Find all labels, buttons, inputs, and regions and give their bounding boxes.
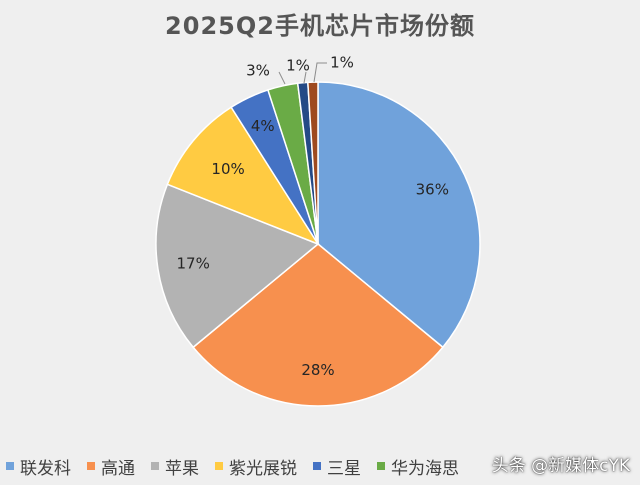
legend-swatch	[313, 462, 321, 470]
pie-slice-8	[307, 81, 319, 245]
leader-line-6	[278, 71, 286, 85]
pie-slice-4	[166, 106, 320, 246]
legend-swatch	[6, 462, 14, 470]
pie-slice-3	[155, 183, 320, 349]
legend-item-3: 苹果	[151, 454, 199, 479]
leader-line-7	[303, 71, 307, 84]
slice-label-8: 1%	[330, 54, 354, 72]
slice-label-2: 28%	[301, 361, 334, 379]
legend-item-5: 三星	[313, 454, 361, 479]
legend-item-1: 联发科	[6, 454, 71, 479]
slice-label-4: 10%	[211, 160, 244, 178]
pie-slices	[155, 81, 481, 407]
legend-label: 华为海思	[391, 458, 459, 479]
watermark: 头条 @新媒体cYK	[485, 452, 630, 480]
legend-swatch	[215, 462, 223, 470]
slice-label-1: 36%	[416, 181, 449, 199]
slice-label-6: 3%	[246, 62, 270, 80]
pie-slice-2	[192, 243, 444, 407]
slice-label-5: 4%	[251, 117, 275, 135]
chart-title: 2025Q2手机芯片市场份额	[165, 12, 475, 40]
legend-label: 紫光展锐	[229, 458, 297, 479]
pie-slice-1	[317, 81, 481, 349]
slice-labels: 36% 28% 17% 10% 4% 3% 1% 1%	[177, 54, 449, 379]
legend-label: 高通	[101, 458, 135, 479]
legend-label: 苹果	[165, 458, 199, 479]
legend-swatch	[87, 462, 95, 470]
legend-label: 联发科	[20, 458, 71, 479]
legend-label: 三星	[327, 458, 361, 479]
slice-label-3: 17%	[177, 254, 210, 272]
legend-swatch	[151, 462, 159, 470]
legend-item-4: 紫光展锐	[215, 454, 297, 479]
legend-swatch	[377, 462, 385, 470]
leader-line-8	[313, 62, 327, 83]
legend-item-2: 高通	[87, 454, 135, 479]
legend-item-6: 华为海思	[377, 454, 459, 479]
leader-lines	[278, 62, 327, 85]
slice-label-7: 1%	[286, 57, 310, 75]
pie-chart: 36% 28% 17% 10% 4% 3% 1% 1%	[155, 54, 481, 407]
legend: 联发科 高通 苹果 紫光展锐 三星 华为海思	[6, 452, 640, 480]
